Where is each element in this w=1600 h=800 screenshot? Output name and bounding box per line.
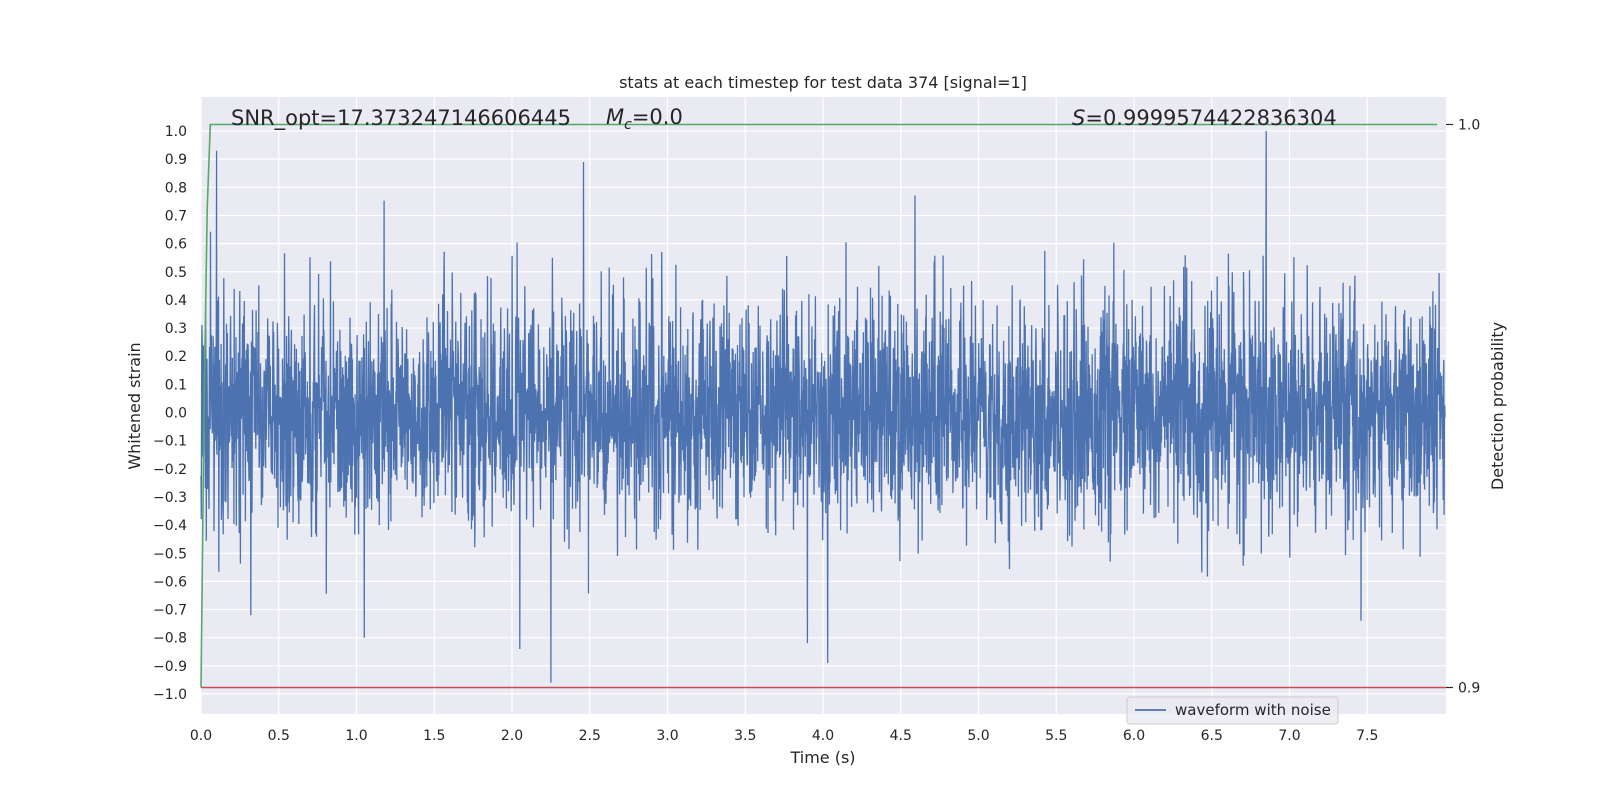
x-axis-label: Time (s) — [789, 748, 855, 767]
legend: waveform with noise — [1126, 696, 1339, 725]
y2-tick-label: 0.9 — [1458, 681, 1480, 697]
x-tick-label: 1.0 — [345, 728, 367, 744]
x-tick-label: 4.5 — [890, 728, 912, 744]
y-tick-label: 0.8 — [165, 180, 187, 196]
y-tick-label: 0.4 — [165, 293, 187, 309]
x-tick-label: 5.0 — [967, 728, 989, 744]
x-tick-label: 3.5 — [734, 728, 756, 744]
y2-tick-label: 1.0 — [1458, 118, 1480, 134]
y-tick-label: −0.3 — [153, 490, 187, 506]
mc-symbol: M — [606, 105, 624, 129]
y-tick-label: 0.1 — [165, 377, 187, 393]
y-tick-label: 0.6 — [165, 237, 187, 253]
waveform-series — [200, 130, 1446, 683]
x-tick-label: 6.0 — [1123, 728, 1145, 744]
y-tick-label: −0.7 — [153, 603, 187, 619]
y-tick-label: −0.9 — [153, 659, 187, 675]
mc-subscript: c — [624, 117, 632, 133]
x-tick-label: 2.5 — [579, 728, 601, 744]
s-annotation: S=0.9999574422836304 — [1072, 106, 1337, 130]
y-tick-label: 0.3 — [165, 321, 187, 337]
x-tick-label: 2.0 — [501, 728, 523, 744]
chart-title: stats at each timestep for test data 374… — [619, 73, 1027, 92]
x-tick-label: 0.5 — [268, 728, 290, 744]
x-tick-label: 7.0 — [1278, 728, 1300, 744]
y-tick-label: −0.2 — [153, 462, 187, 478]
legend-box — [1126, 696, 1339, 725]
y-tick-label: −0.4 — [153, 518, 187, 534]
y-tick-label: −0.1 — [153, 434, 187, 450]
x-tick-label: 7.5 — [1356, 728, 1378, 744]
y2-axis-label: Detection probability — [1488, 322, 1507, 490]
x-tick-label: 0.0 — [190, 728, 212, 744]
x-tick-label: 4.0 — [812, 728, 834, 744]
y-tick-label: 0.0 — [165, 406, 187, 422]
snr-annotation: SNR_opt=17.373247146606445 — [231, 106, 571, 131]
mc-annotation: Mc=0.0 — [606, 105, 683, 133]
y-tick-label: 0.2 — [165, 349, 187, 365]
s-value: =0.9999574422836304 — [1085, 106, 1336, 130]
mc-value: =0.0 — [632, 105, 683, 129]
y-axis-label: Whitened strain — [125, 342, 144, 469]
y-tick-label: −0.8 — [153, 631, 187, 647]
x-tick-label: 6.5 — [1201, 728, 1223, 744]
y-tick-label: −0.6 — [153, 574, 187, 590]
detection-probability-line — [200, 123, 1438, 688]
s-symbol: S — [1072, 106, 1085, 130]
y-tick-label: −1.0 — [153, 687, 187, 703]
y-tick-label: 0.9 — [165, 152, 187, 168]
y-tick-label: 1.0 — [165, 124, 187, 140]
x-tick-label: 1.5 — [423, 728, 445, 744]
probability-series — [200, 123, 1446, 689]
y-tick-label: 0.5 — [165, 265, 187, 281]
waveform-line — [200, 130, 1446, 683]
y-tick-label: 0.7 — [165, 208, 187, 224]
axes: 0.0 0.5 1.0 1.5 2.0 2.5 3.0 3.5 4.0 4.5 5.0 5.5 6.0 6… — [153, 118, 1480, 745]
legend-label: waveform with noise — [1175, 701, 1331, 719]
x-tick-label: 5.5 — [1045, 728, 1067, 744]
x-tick-label: 3.0 — [656, 728, 678, 744]
y-tick-label: −0.5 — [153, 546, 187, 562]
